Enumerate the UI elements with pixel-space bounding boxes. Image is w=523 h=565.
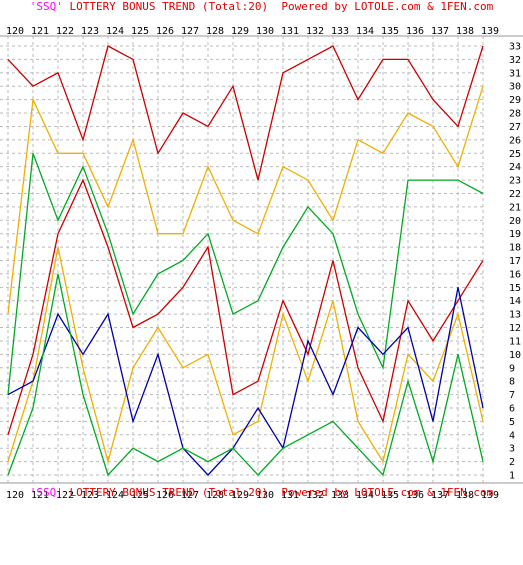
x-tick-label-top: 120 xyxy=(6,26,24,37)
x-tick-label-bottom: 136 xyxy=(406,490,424,501)
y-tick-label: 21 xyxy=(509,202,521,213)
x-tick-label-bottom: 128 xyxy=(206,490,224,501)
chart-grid xyxy=(0,35,523,484)
y-tick-label: 26 xyxy=(509,135,521,146)
x-tick-label-bottom: 133 xyxy=(331,490,349,501)
x-tick-label-top: 122 xyxy=(56,26,74,37)
y-tick-label: 23 xyxy=(509,176,521,187)
y-tick-label: 5 xyxy=(509,417,515,428)
y-tick-label: 6 xyxy=(509,403,515,414)
series-line-4 xyxy=(7,178,484,435)
y-tick-label: 1 xyxy=(509,471,515,482)
y-axis: 1234567891011121314151617181920212223242… xyxy=(509,42,521,482)
y-tick-label: 29 xyxy=(509,95,521,106)
y-tick-label: 28 xyxy=(509,109,521,120)
y-tick-label: 10 xyxy=(509,350,521,361)
x-tick-label-top: 131 xyxy=(281,26,299,37)
y-tick-label: 31 xyxy=(509,68,521,79)
y-tick-label: 20 xyxy=(509,216,521,227)
x-tick-label-top: 128 xyxy=(206,26,224,37)
footer-text: LOTTERY BONUS TREND (Total:20) Powered b… xyxy=(62,486,494,499)
x-tick-label-bottom: 137 xyxy=(431,490,449,501)
x-tick-label-bottom: 129 xyxy=(231,490,249,501)
chart-footer: 'SSQ' LOTTERY BONUS TREND (Total:20) Pow… xyxy=(0,486,523,499)
y-tick-label: 11 xyxy=(509,336,521,347)
y-tick-label: 33 xyxy=(509,42,521,53)
x-tick-label-bottom: 123 xyxy=(81,490,99,501)
y-tick-label: 15 xyxy=(509,283,521,294)
x-tick-label-top: 137 xyxy=(431,26,449,37)
x-tick-label-top: 135 xyxy=(381,26,399,37)
x-tick-label-bottom: 126 xyxy=(156,490,174,501)
y-tick-label: 16 xyxy=(509,269,521,280)
x-tick-label-top: 133 xyxy=(331,26,349,37)
y-tick-label: 4 xyxy=(509,430,515,441)
y-tick-label: 32 xyxy=(509,55,521,66)
y-tick-label: 13 xyxy=(509,310,521,321)
series-line-1 xyxy=(7,45,484,181)
series-line-6 xyxy=(7,287,484,476)
x-tick-label-bottom: 139 xyxy=(481,490,499,501)
series-line-3 xyxy=(7,153,484,395)
x-tick-label-top: 138 xyxy=(456,26,474,37)
y-tick-label: 8 xyxy=(509,377,515,388)
y-tick-label: 12 xyxy=(509,323,521,334)
y-tick-label: 17 xyxy=(509,256,521,267)
series-line-7 xyxy=(7,273,484,477)
y-tick-label: 3 xyxy=(509,444,515,455)
series-line-2 xyxy=(7,86,484,315)
x-tick-label-bottom: 127 xyxy=(181,490,199,501)
header-game-code: 'SSQ' xyxy=(29,0,63,13)
chart-series xyxy=(7,45,484,477)
x-tick-label-bottom: 135 xyxy=(381,490,399,501)
x-tick-label-top: 134 xyxy=(356,26,374,37)
y-tick-label: 18 xyxy=(509,243,521,254)
x-tick-label-bottom: 120 xyxy=(6,490,24,501)
x-tick-label-bottom: 124 xyxy=(106,490,124,501)
x-tick-label-bottom: 132 xyxy=(306,490,324,501)
x-tick-label-top: 123 xyxy=(81,26,99,37)
x-tick-label-bottom: 131 xyxy=(281,490,299,501)
x-tick-label-bottom: 125 xyxy=(131,490,149,501)
x-tick-label-bottom: 122 xyxy=(56,490,74,501)
x-tick-label-top: 132 xyxy=(306,26,324,37)
x-tick-label-top: 127 xyxy=(181,26,199,37)
x-tick-label-bottom: 121 xyxy=(31,490,49,501)
x-tick-label-bottom: 138 xyxy=(456,490,474,501)
x-tick-label-top: 130 xyxy=(256,26,274,37)
x-tick-label-top: 121 xyxy=(31,26,49,37)
y-tick-label: 30 xyxy=(509,82,521,93)
y-tick-label: 27 xyxy=(509,122,521,133)
x-tick-label-top: 125 xyxy=(131,26,149,37)
x-tick-label-bottom: 134 xyxy=(356,490,374,501)
x-tick-label-top: 129 xyxy=(231,26,249,37)
y-tick-label: 22 xyxy=(509,189,521,200)
y-tick-label: 14 xyxy=(509,296,521,307)
x-tick-label-top: 126 xyxy=(156,26,174,37)
y-tick-label: 2 xyxy=(509,457,515,468)
y-tick-label: 24 xyxy=(509,162,521,173)
y-tick-label: 25 xyxy=(509,149,521,160)
x-axis-top: 120 121 122 123 124 125 126 127 128 129 130 131 132 1… xyxy=(6,26,499,37)
y-tick-label: 7 xyxy=(509,390,515,401)
y-tick-label: 19 xyxy=(509,229,521,240)
chart-header: 'SSQ' LOTTERY BONUS TREND (Total:20) Pow… xyxy=(0,0,523,13)
x-tick-label-bottom: 130 xyxy=(256,490,274,501)
y-tick-label: 9 xyxy=(509,363,515,374)
x-tick-label-top: 124 xyxy=(106,26,124,37)
x-tick-label-top: 139 xyxy=(481,26,499,37)
footer-game-code: 'SSQ' xyxy=(29,486,63,499)
header-text: LOTTERY BONUS TREND (Total:20) Powered b… xyxy=(62,0,494,13)
x-tick-label-top: 136 xyxy=(406,26,424,37)
x-axis-bottom: 120 121 122 123 124 125 126 127 128 129 130 131 132 1… xyxy=(6,490,499,501)
